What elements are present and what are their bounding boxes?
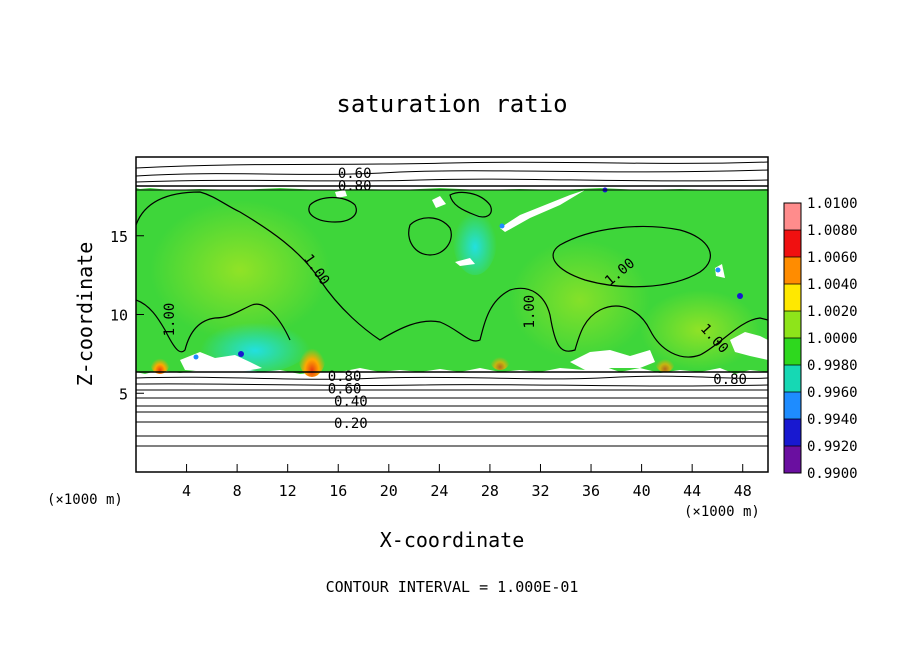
contour-line	[449, 191, 492, 218]
y-tick-label: 5	[119, 385, 128, 403]
contour-label: 0.20	[334, 416, 368, 432]
contour-lines	[136, 161, 768, 447]
colorbar-swatch	[784, 203, 801, 230]
field-patch	[150, 350, 170, 374]
contour-line	[136, 169, 768, 177]
field-gap	[570, 350, 655, 370]
colorbar-label: 0.9980	[807, 358, 858, 374]
x-tick-label: 48	[734, 482, 752, 500]
colorbar-swatch	[784, 257, 801, 284]
colorbar-label: 1.0000	[807, 331, 858, 347]
contour-label: 1.00	[522, 295, 538, 329]
contour-line	[136, 299, 291, 353]
x-unit-left: (×1000 m)	[47, 492, 123, 508]
colorbar-swatch	[784, 446, 801, 473]
contour-label: 0.80	[328, 369, 362, 385]
colorbar-swatch	[784, 365, 801, 392]
field-gap	[455, 258, 475, 266]
x-tick-label: 8	[233, 482, 242, 500]
colorbar-swatch	[784, 311, 801, 338]
field-speck	[193, 354, 199, 360]
colorbar-swatch	[784, 338, 801, 365]
colorbar-label: 0.9960	[807, 385, 858, 401]
field-speck	[499, 223, 505, 229]
x-unit-right: (×1000 m)	[684, 504, 760, 520]
field-speck	[737, 293, 743, 299]
field-patch	[150, 200, 330, 340]
field-gap	[180, 352, 262, 372]
colorbar-swatch	[784, 284, 801, 311]
x-tick-label: 44	[683, 482, 701, 500]
contour-label: 0.60	[338, 166, 372, 182]
y-axis: 5 10 15	[110, 228, 144, 403]
y-axis-label: Z-coordinate	[73, 242, 97, 387]
x-axis: 4 8 12 16 20 24 28 32 36 40 44 48	[182, 464, 752, 500]
colorbar: 0.9900 0.9920 0.9940 0.9960 0.9980 1.0000 1.00…	[783, 196, 858, 482]
contour-line	[408, 217, 452, 256]
x-tick-label: 40	[633, 482, 651, 500]
colorbar-label: 0.9920	[807, 439, 858, 455]
colorbar-label: 1.0100	[807, 196, 858, 212]
field-patch	[453, 205, 497, 275]
x-tick-label: 16	[329, 482, 347, 500]
x-tick-label: 20	[380, 482, 398, 500]
field-patch	[510, 240, 650, 360]
field-patch	[655, 352, 675, 372]
colorbar-swatch	[784, 392, 801, 419]
contour-line	[136, 161, 768, 169]
chart-title: saturation ratio	[336, 90, 567, 118]
contour-label: 0.60	[328, 382, 362, 398]
contour-interval-note: CONTOUR INTERVAL = 1.000E-01	[326, 578, 579, 596]
colorbar-swatch	[784, 419, 801, 446]
field-gap	[432, 196, 446, 208]
field-gap	[730, 332, 768, 360]
field-patch	[490, 350, 510, 370]
contour-line	[136, 375, 768, 380]
field-gap	[500, 190, 585, 232]
x-axis-label: X-coordinate	[380, 528, 525, 552]
colorbar-swatch	[784, 230, 801, 257]
y-tick-label: 15	[110, 228, 128, 246]
colorbar-label: 0.9900	[807, 466, 858, 482]
field-patch	[298, 333, 326, 377]
x-tick-label: 12	[279, 482, 297, 500]
contour-line	[136, 191, 768, 358]
x-tick-label: 32	[531, 482, 549, 500]
y-tick-label: 10	[110, 307, 128, 325]
colorbar-label: 1.0020	[807, 304, 858, 320]
contour-label: 0.80	[338, 178, 372, 194]
field-gap	[335, 190, 347, 198]
contour-label: 0.40	[334, 394, 368, 410]
contour-line	[136, 383, 768, 387]
x-tick-label: 24	[430, 482, 448, 500]
colorbar-label: 1.0040	[807, 277, 858, 293]
colorbar-label: 0.9940	[807, 412, 858, 428]
x-tick-label: 36	[582, 482, 600, 500]
contour-label: 1.00	[162, 303, 178, 337]
x-tick-label: 4	[182, 482, 191, 500]
contour-line	[308, 196, 357, 223]
colorbar-label: 1.0060	[807, 250, 858, 266]
x-tick-label: 28	[481, 482, 499, 500]
field-speck	[238, 351, 244, 357]
field-speck	[715, 267, 721, 273]
field-patch	[640, 290, 760, 370]
contour-line	[552, 225, 711, 288]
plot-area	[136, 157, 768, 472]
contour-label: 0.80	[713, 372, 747, 388]
contour-line	[136, 178, 768, 183]
colorbar-label: 1.0080	[807, 223, 858, 239]
